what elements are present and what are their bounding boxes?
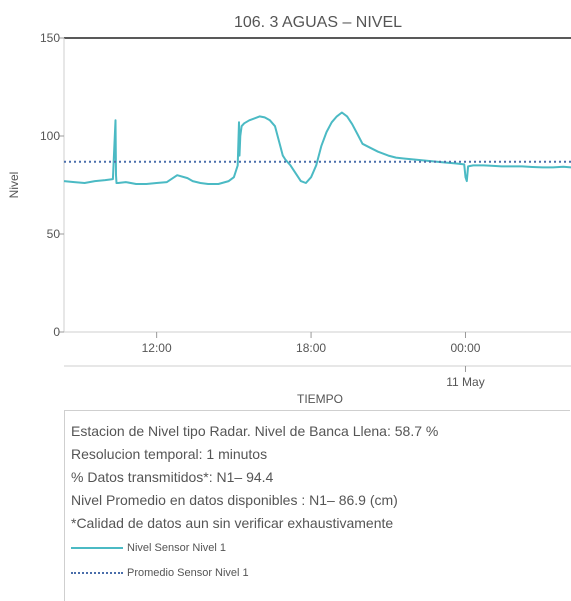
data-quality-note: *Calidad de datos aun sin verificar exha…: [71, 515, 394, 531]
station-description: Estacion de Nivel tipo Radar. Nivel de B…: [71, 423, 439, 439]
y-tick-label: 150: [40, 31, 60, 45]
legend-item-sensor[interactable]: Nivel Sensor Nivel 1: [71, 536, 564, 560]
dotted-line-swatch-icon: [71, 568, 123, 578]
legend-label-average: Promedio Sensor Nivel 1: [127, 567, 249, 579]
chart-title: 106. 3 AGUAS – NIVEL: [234, 14, 402, 31]
series-sensor-line: [63, 111, 571, 185]
y-tick-label: 50: [47, 227, 61, 241]
temporal-resolution: Resolucion temporal: 1 minutos: [71, 446, 268, 462]
y-tick-label: 0: [53, 325, 60, 339]
y-axis-title: Nivel: [7, 172, 21, 199]
y-tick-label: 100: [40, 129, 60, 143]
info-panel: Estacion de Nivel tipo Radar. Nivel de B…: [64, 410, 570, 601]
solid-line-swatch-icon: [71, 543, 123, 553]
series-layer: [63, 111, 571, 185]
y-axis-ticks: 0 50 100 150: [40, 31, 64, 339]
x-axis-date-label: 11 May: [446, 375, 484, 389]
x-axis-ticks: 12:00 18:00 00:00: [142, 332, 481, 372]
x-axis-title: TIEMPO: [297, 392, 343, 406]
data-transmitted: % Datos transmitidos*: N1– 94.4: [71, 469, 274, 485]
x-tick-label: 18:00: [296, 341, 326, 355]
average-level: Nivel Promedio en datos disponibles : N1…: [71, 492, 398, 508]
x-tick-label: 12:00: [142, 341, 172, 355]
legend-item-average[interactable]: Promedio Sensor Nivel 1: [71, 561, 564, 585]
legend-label-sensor: Nivel Sensor Nivel 1: [127, 542, 227, 554]
x-tick-label: 00:00: [450, 341, 480, 355]
water-level-chart: 106. 3 AGUAS – NIVEL 0 50 100 150 12:00 18:0…: [7, 14, 571, 406]
